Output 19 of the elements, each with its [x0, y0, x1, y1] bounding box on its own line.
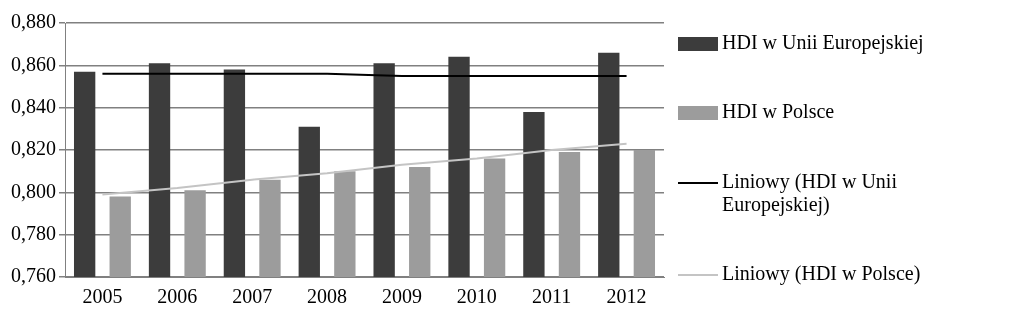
legend-label: HDI w Unii Europejskiej — [722, 31, 924, 55]
x-tick-label: 2008 — [307, 285, 348, 308]
x-tick-label: 2011 — [532, 285, 572, 308]
legend-label: Liniowy (HDI w Polsce) — [722, 261, 921, 285]
x-tick-label: 2005 — [82, 285, 123, 308]
y-tick-label: 0,880 — [11, 10, 56, 33]
y-tick-label: 0,820 — [11, 137, 56, 160]
x-tick-label: 2010 — [456, 285, 497, 308]
y-tick-label: 0,780 — [11, 221, 56, 244]
legend-label: HDI w Polsce — [722, 100, 835, 124]
x-tick-label: 2009 — [381, 285, 422, 308]
y-tick-label: 0,860 — [11, 52, 56, 75]
legend-label: Liniowy (HDI w Unii Europejskiej) — [722, 169, 898, 216]
y-tick-label: 0,840 — [11, 94, 56, 117]
x-tick-label: 2012 — [606, 285, 647, 308]
x-tick-label: 2006 — [157, 285, 198, 308]
y-tick-label: 0,800 — [11, 179, 56, 202]
y-tick-label: 0,760 — [11, 264, 56, 287]
x-tick-label: 2007 — [232, 285, 273, 308]
